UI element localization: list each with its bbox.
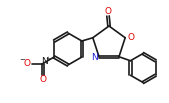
Text: +: + — [46, 56, 51, 61]
Text: −: − — [19, 57, 25, 63]
Text: O: O — [104, 7, 112, 16]
Text: N: N — [42, 57, 48, 66]
Text: O: O — [24, 59, 31, 67]
Text: O: O — [127, 33, 134, 42]
Text: N: N — [91, 53, 98, 62]
Text: O: O — [39, 75, 46, 84]
